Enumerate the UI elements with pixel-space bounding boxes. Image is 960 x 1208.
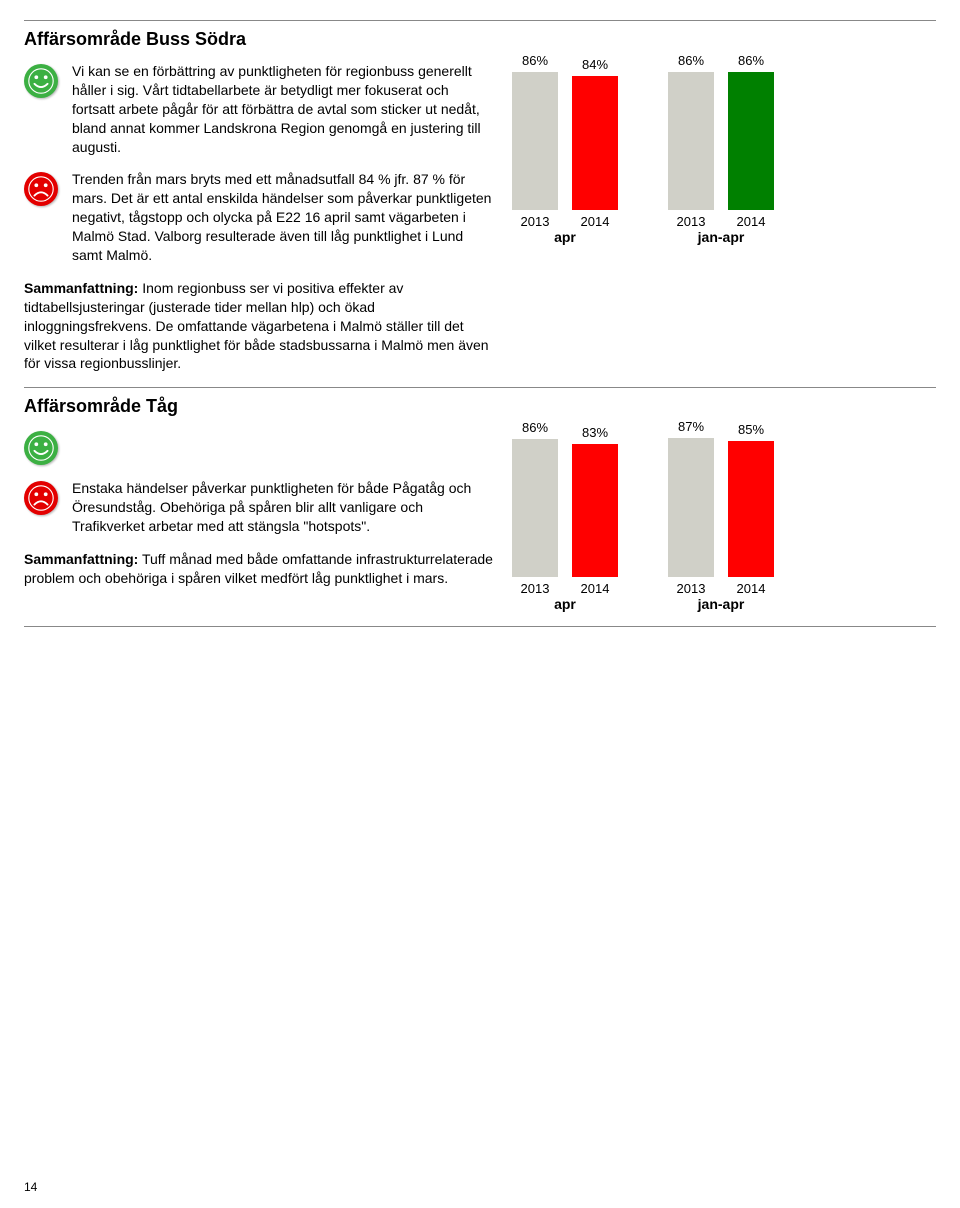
bar-chart: 86%201383%2014apr87%201385%2014jan-apr: [512, 396, 774, 612]
bar-rect: [572, 76, 618, 210]
chart-group: 86% 2013 86% 2014jan-apr: [668, 29, 774, 245]
chart-group: 86% 2013 83% 2014 apr: [512, 396, 618, 612]
summary-block: Sammanfattning: Tuff månad med både omfa…: [24, 550, 494, 588]
bar: 84% 2014: [572, 57, 618, 229]
summary-block: Sammanfattning: Inom regionbuss ser vi p…: [24, 279, 494, 373]
bar-rect: [668, 72, 714, 210]
bar: 83% 2014: [572, 425, 618, 596]
bar-year-label: 2013: [677, 581, 706, 596]
chart-group: 87% 2013 85% 2014jan-apr: [668, 396, 774, 612]
summary-label: Sammanfattning:: [24, 280, 138, 296]
negative-block: Enstaka händelser påverkar punktligheten…: [24, 479, 494, 536]
left-column: Affärsområde Tåg Enstaka händelser påver…: [24, 396, 494, 612]
positive-block: Vi kan se en förbättring av punktlighete…: [24, 62, 494, 156]
bar-value-label: 84%: [582, 57, 608, 72]
bar-year-label: 2013: [521, 581, 550, 596]
sad-face-icon: [24, 479, 62, 536]
positive-text: [72, 429, 494, 465]
section-title: Affärsområde Tåg: [24, 396, 494, 417]
bar: 85% 2014: [728, 422, 774, 596]
bar-value-label: 85%: [738, 422, 764, 437]
bar-year-label: 2014: [581, 581, 610, 596]
bar-chart: 86%201384%2014apr86%201386%2014jan-apr: [512, 29, 774, 245]
chart-group: 86% 2013 84% 2014 apr: [512, 29, 618, 245]
bar-value-label: 86%: [738, 53, 764, 68]
bar: 86% 2014: [728, 53, 774, 229]
positive-text: Vi kan se en förbättring av punktlighete…: [72, 62, 494, 156]
bar-value-label: 87%: [678, 419, 704, 434]
bar: 86% 2013: [668, 53, 714, 229]
section-tag: Affärsområde Tåg Enstaka händelser påver…: [24, 388, 936, 627]
bar: 86% 2013: [512, 53, 558, 229]
bar-rect: [668, 438, 714, 577]
section-title: Affärsområde Buss Södra: [24, 29, 494, 50]
bar-rect: [572, 444, 618, 577]
chart-column: 86%201384%2014apr86%201386%2014jan-apr: [512, 29, 936, 373]
summary-label: Sammanfattning:: [24, 551, 138, 567]
bar-rect: [512, 72, 558, 210]
happy-face-icon: [24, 62, 62, 156]
bar-year-label: 2014: [737, 214, 766, 229]
negative-text: Trenden från mars bryts med ett månadsut…: [72, 170, 494, 264]
bar-rect: [728, 441, 774, 577]
bar: 87% 2013: [668, 419, 714, 596]
positive-block: [24, 429, 494, 465]
bar-year-label: 2013: [677, 214, 706, 229]
bar-value-label: 83%: [582, 425, 608, 440]
negative-block: Trenden från mars bryts med ett månadsut…: [24, 170, 494, 264]
chart-group-label: apr: [554, 229, 576, 245]
happy-face-icon: [24, 429, 62, 465]
section-buss-sodra: Affärsområde Buss Södra Vi kan se en för…: [24, 20, 936, 388]
chart-group-label: apr: [554, 596, 576, 612]
bar-rect: [512, 439, 558, 577]
bar-year-label: 2013: [521, 214, 550, 229]
bar-value-label: 86%: [522, 53, 548, 68]
chart-group-label: jan-apr: [698, 229, 745, 245]
bar-value-label: 86%: [522, 420, 548, 435]
negative-text: Enstaka händelser påverkar punktligheten…: [72, 479, 494, 536]
bar: 86% 2013: [512, 420, 558, 596]
bar-value-label: 86%: [678, 53, 704, 68]
bar-rect: [728, 72, 774, 210]
bar-year-label: 2014: [737, 581, 766, 596]
left-column: Affärsområde Buss Södra Vi kan se en för…: [24, 29, 494, 373]
page-number: 14: [24, 1180, 37, 1194]
chart-group-label: jan-apr: [698, 596, 745, 612]
bar-year-label: 2014: [581, 214, 610, 229]
chart-column: 86%201383%2014apr87%201385%2014jan-apr: [512, 396, 936, 612]
sad-face-icon: [24, 170, 62, 264]
